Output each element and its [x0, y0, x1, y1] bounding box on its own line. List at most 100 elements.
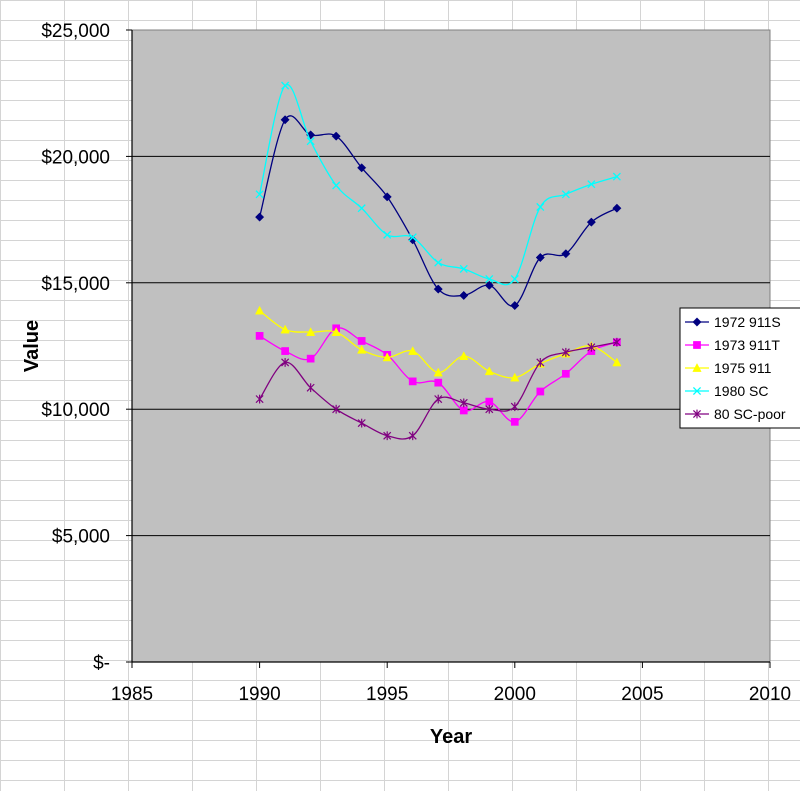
- series-0: [255, 115, 622, 311]
- point-3-0: [255, 190, 264, 199]
- point-0-13: [586, 217, 596, 227]
- point-3-9: [485, 274, 494, 284]
- point-0-0: [255, 212, 265, 222]
- point-0-12: [561, 249, 571, 259]
- point-0-4: [357, 163, 367, 173]
- point-3-10: [510, 274, 519, 284]
- y-tick-label-2: $10,000: [41, 400, 110, 421]
- point-2-8: [459, 351, 469, 360]
- point-2-10: [510, 372, 520, 382]
- legend-label-2: 1975 911: [714, 360, 772, 376]
- point-4-12: [561, 347, 570, 357]
- point-2-9: [484, 366, 494, 376]
- point-2-4: [357, 344, 367, 354]
- point-4-6: [408, 431, 417, 441]
- point-0-7: [433, 284, 443, 294]
- point-4-11: [536, 358, 545, 367]
- point-3-13: [587, 180, 596, 189]
- legend-marker-2: [692, 363, 702, 372]
- point-4-2: [306, 383, 315, 393]
- legend: 1972 911S 1973 911T 1975 911 1980 SC 80 SC-p…: [679, 307, 800, 429]
- point-3-5: [383, 230, 392, 239]
- point-2-5: [382, 352, 392, 362]
- point-4-0: [255, 394, 264, 404]
- legend-item-3: 1980 SC: [685, 383, 768, 399]
- x-tick-labels: 1985 1990 1995 2000 2005 2010: [111, 684, 791, 705]
- point-0-6: [408, 235, 418, 245]
- point-4-13: [587, 342, 596, 352]
- point-4-14: [612, 337, 621, 347]
- x-tick-label-5: 2010: [749, 684, 791, 705]
- legend-item-4: 80 SC-poor: [685, 406, 786, 422]
- axes: [126, 29, 771, 668]
- point-3-3: [332, 181, 341, 190]
- series-4: [255, 337, 621, 441]
- point-2-3: [331, 327, 341, 336]
- legend-label-0: 1972 911S: [714, 314, 781, 330]
- point-2-7: [433, 367, 443, 377]
- y-tick-label-1: $5,000: [52, 527, 110, 548]
- point-3-11: [536, 202, 545, 212]
- legend-marker-0: [692, 317, 702, 327]
- x-tick-label-4: 2005: [621, 684, 663, 705]
- point-1-8: [459, 406, 468, 415]
- legend-marker-1: [693, 341, 701, 349]
- point-0-14: [612, 203, 622, 213]
- point-4-3: [332, 404, 341, 414]
- x-tick-label-2: 1995: [366, 684, 408, 705]
- y-tick-labels: $- $5,000 $10,000 $15,000 $20,000 $25,000: [41, 21, 110, 674]
- point-1-7: [434, 378, 443, 387]
- legend-item-1: 1973 911T: [685, 337, 780, 353]
- point-0-11: [535, 252, 545, 263]
- point-4-7: [434, 394, 443, 404]
- legend-label-3: 1980 SC: [714, 383, 768, 399]
- point-1-9: [485, 397, 494, 406]
- gridlines: [132, 155, 770, 537]
- point-2-0: [254, 305, 265, 315]
- point-0-1: [280, 115, 290, 125]
- point-3-1: [281, 81, 290, 90]
- legend-marker-4: [692, 409, 702, 419]
- point-2-6: [408, 346, 418, 355]
- legend-item-0: 1972 911S: [685, 314, 781, 330]
- point-1-11: [536, 387, 545, 396]
- legend-label-1: 1973 911T: [714, 337, 780, 353]
- y-axis-title: Value: [21, 320, 43, 372]
- legend-item-2: 1975 911: [685, 360, 772, 376]
- point-3-12: [561, 190, 570, 199]
- point-1-1: [281, 347, 289, 355]
- series-layer: [254, 81, 622, 441]
- point-1-10: [510, 417, 519, 426]
- point-1-0: [255, 332, 264, 340]
- point-4-10: [510, 402, 519, 412]
- x-tick-label-0: 1985: [111, 684, 153, 705]
- point-1-6: [408, 377, 417, 386]
- point-3-4: [357, 204, 366, 213]
- point-4-5: [383, 431, 392, 441]
- y-tick-label-0: $-: [93, 653, 110, 674]
- point-0-5: [382, 192, 392, 202]
- x-axis-title: Year: [430, 726, 472, 748]
- point-3-2: [306, 137, 315, 146]
- point-3-14: [612, 172, 621, 181]
- point-1-12: [561, 369, 570, 378]
- y-tick-label-3: $15,000: [41, 274, 110, 295]
- y-tick-label-4: $20,000: [41, 147, 110, 168]
- x-tick-label-1: 1990: [238, 684, 280, 705]
- point-2-2: [306, 327, 316, 336]
- point-2-14: [612, 357, 622, 367]
- point-1-2: [306, 354, 315, 363]
- point-2-1: [280, 324, 290, 334]
- point-3-7: [434, 258, 443, 267]
- point-1-4: [357, 337, 366, 345]
- point-4-8: [459, 398, 468, 408]
- point-0-3: [331, 131, 341, 141]
- x-tick-label-3: 2000: [494, 684, 536, 705]
- point-0-9: [484, 280, 494, 290]
- point-4-1: [281, 358, 290, 367]
- point-4-9: [485, 404, 494, 414]
- legend-label-4: 80 SC-poor: [714, 406, 786, 422]
- point-3-8: [459, 264, 468, 273]
- point-3-6: [408, 233, 417, 242]
